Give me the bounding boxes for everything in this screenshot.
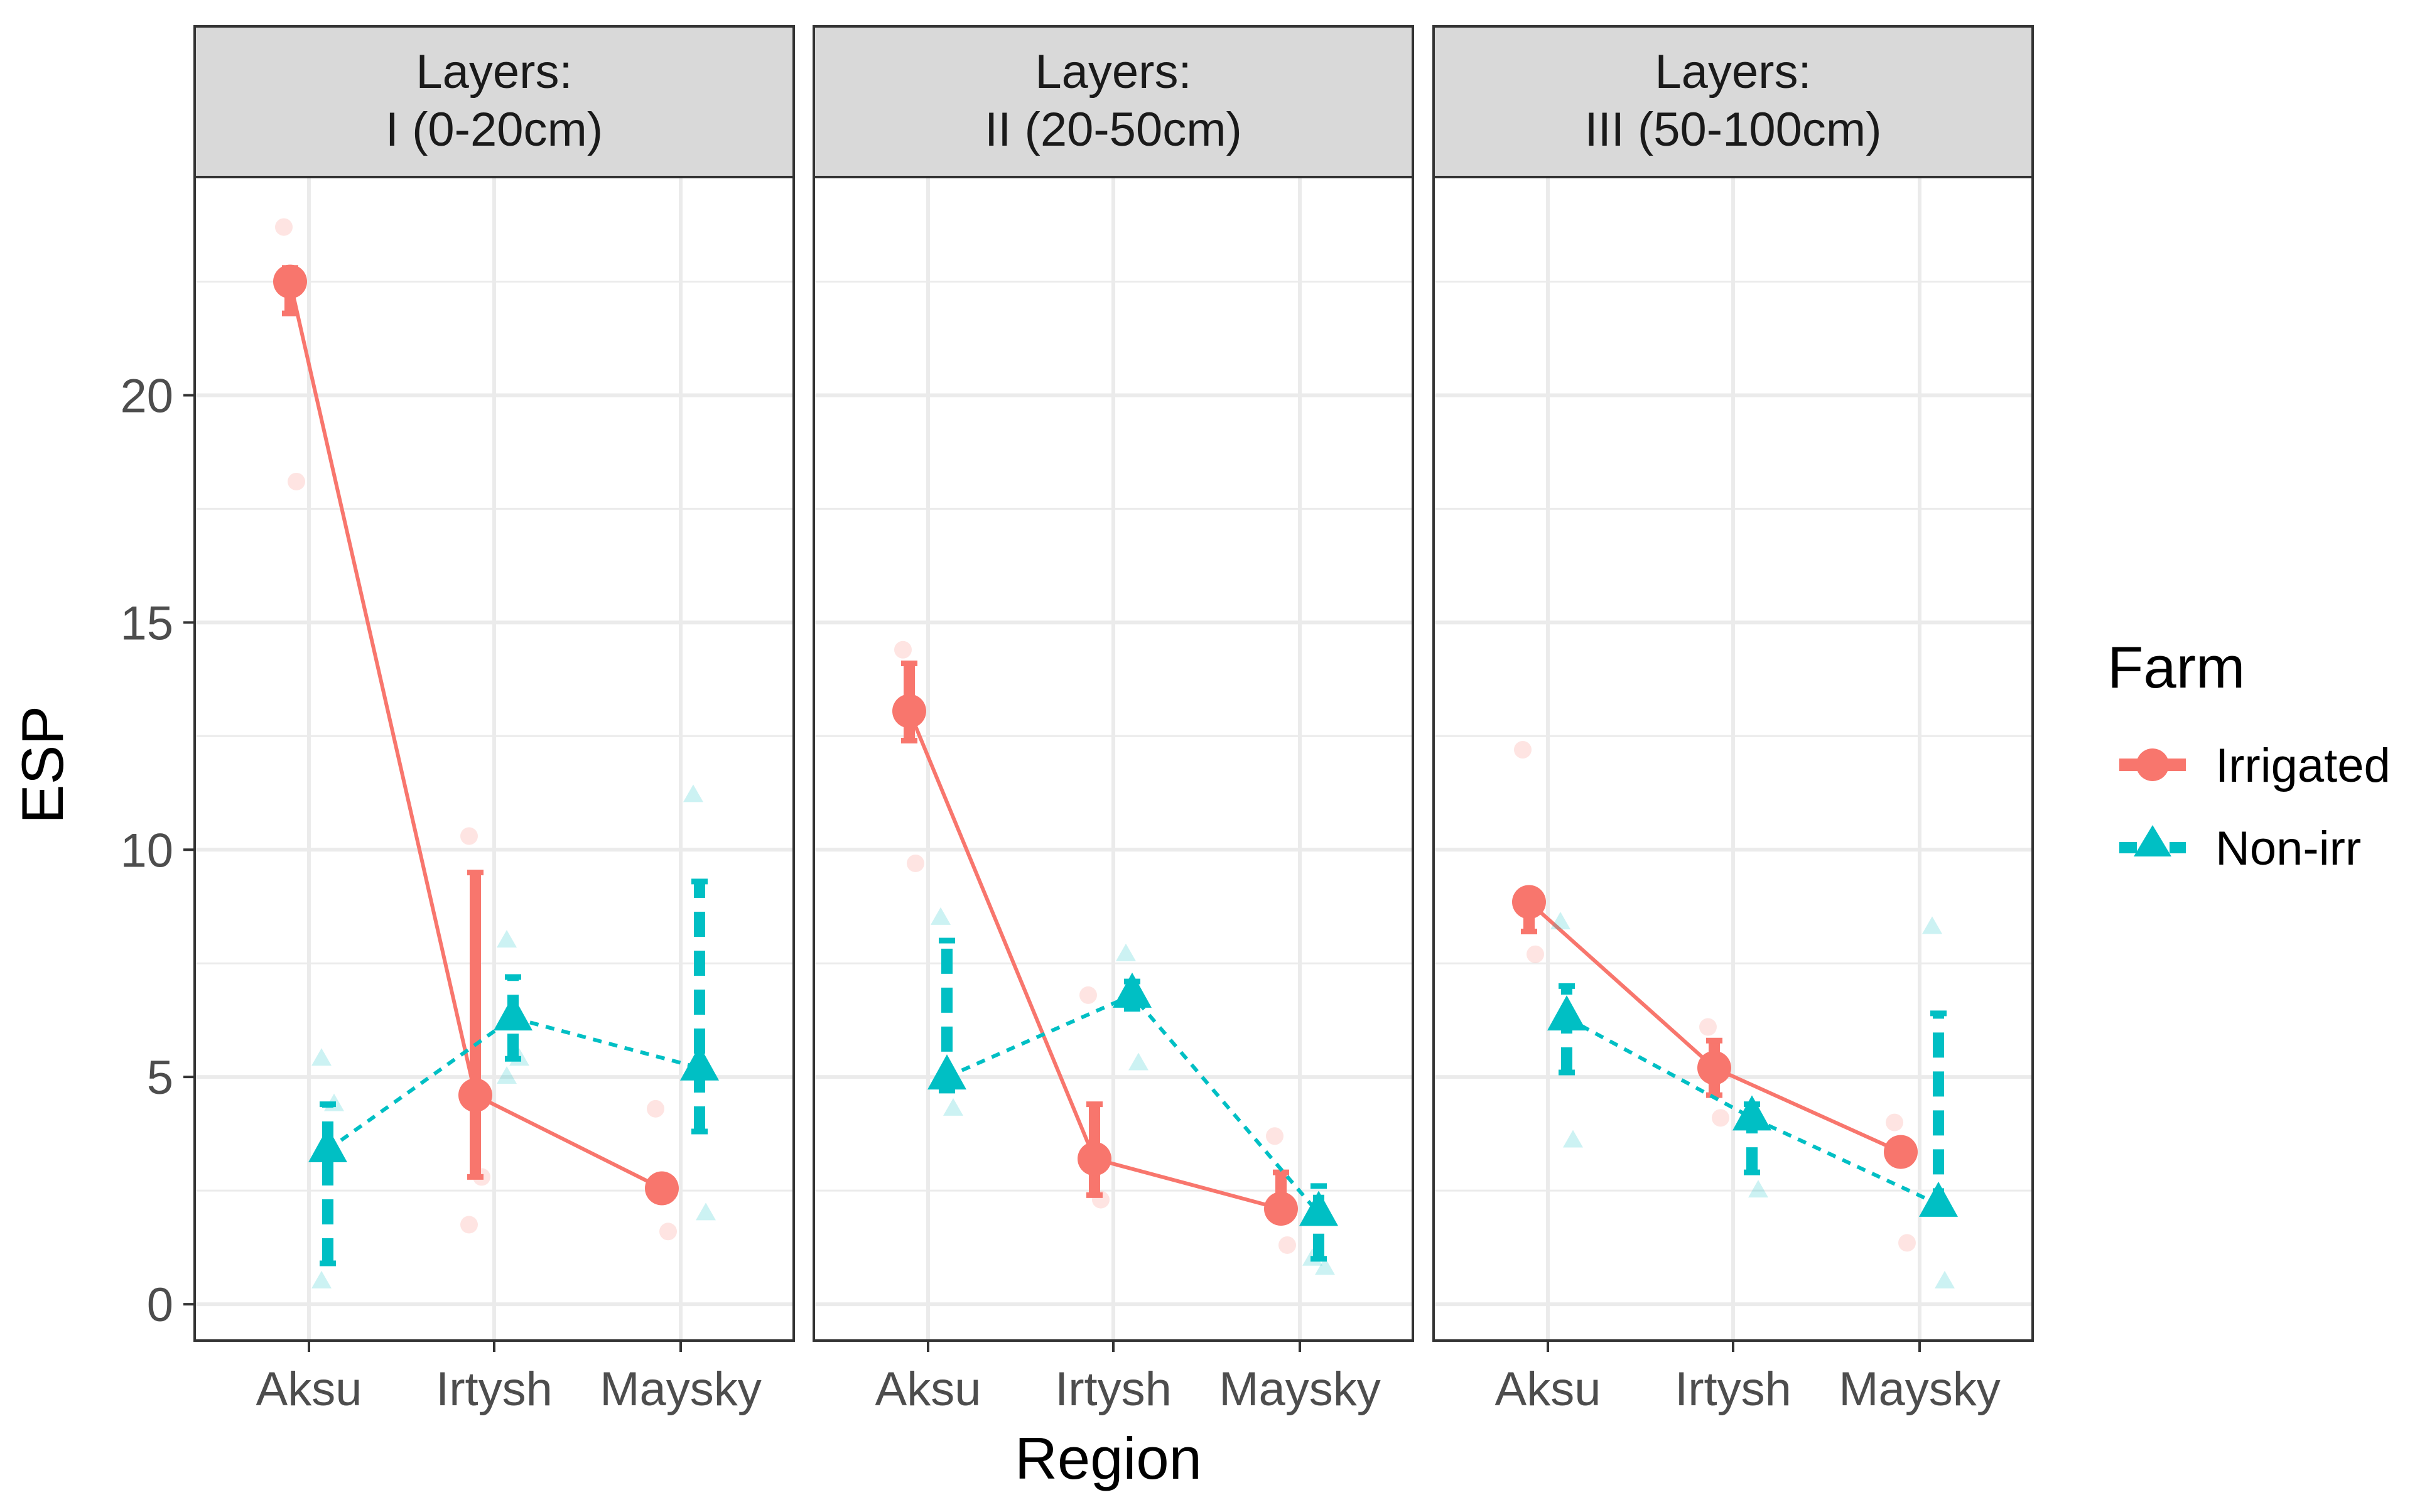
x-tick-label: Maysky [1219, 1363, 1381, 1416]
grid-lines [1434, 177, 2033, 1341]
raw-point-irrigated [1712, 1109, 1729, 1127]
facet-strip-label-line2: I (0-20cm) [386, 103, 603, 156]
mean-point-non-irr [680, 1045, 719, 1081]
mean-point-irrigated [892, 694, 926, 728]
grid-lines [195, 177, 794, 1341]
facet-panels: Layers:I (0-20cm)Aksu Irtysh MayskyLayers:… [193, 25, 2034, 1416]
mean-point-non-irr [494, 995, 532, 1031]
legend-label-irrigated: Irrigated [2215, 739, 2391, 792]
facet-panel-2: Layers:II (20-50cm) Aksu Irtysh Maysky [813, 25, 1414, 1416]
raw-point-non-irr [1315, 1257, 1335, 1275]
raw-point-irrigated [460, 827, 478, 845]
legend-label-non-irr: Non-irr [2215, 822, 2361, 875]
y-tick-label: 0 [147, 1278, 173, 1332]
legend-irrigated-circle-icon [2136, 748, 2169, 781]
raw-point-non-irr [943, 1098, 963, 1116]
mean-point-non-irr [1547, 995, 1586, 1031]
y-axis-title: ESP [9, 706, 75, 824]
panel-content [892, 640, 1338, 1275]
facet-strip-label-line2: II (20-50cm) [985, 103, 1242, 156]
raw-point-non-irr [1116, 943, 1136, 961]
raw-point-irrigated [907, 854, 924, 872]
x-tick-label: Aksu [1495, 1363, 1601, 1416]
raw-point-irrigated [894, 640, 912, 659]
x-axis-title: Region [1015, 1425, 1202, 1491]
mean-point-irrigated [645, 1171, 679, 1206]
mean-point-irrigated [1884, 1135, 1918, 1169]
y-tick-label: 10 [120, 824, 173, 877]
raw-point-irrigated [659, 1223, 677, 1241]
series-line-non-irr [1565, 1016, 1940, 1206]
legend: Farm Irrigated Non-irr [2107, 634, 2391, 875]
raw-point-non-irr [311, 1048, 332, 1066]
x-tick-label: Irtysh [1055, 1363, 1172, 1416]
raw-point-irrigated [1527, 945, 1544, 963]
mean-point-irrigated [273, 264, 307, 299]
facet-strip-1 [193, 25, 795, 178]
mean-point-irrigated [1697, 1050, 1731, 1085]
facet-panel-1: Layers:I (0-20cm) Aksu Irtysh Maysky [193, 25, 795, 1416]
panel-content [1512, 741, 1958, 1288]
mean-point-irrigated [458, 1078, 492, 1113]
x-tick-label: Maysky [600, 1363, 762, 1416]
raw-point-irrigated [1278, 1236, 1296, 1254]
raw-point-irrigated [1898, 1234, 1916, 1252]
x-tick-label: Irtysh [1675, 1363, 1792, 1416]
raw-point-non-irr [696, 1202, 716, 1221]
raw-point-non-irr [683, 784, 703, 802]
raw-point-irrigated [460, 1216, 478, 1234]
raw-point-irrigated [1699, 1018, 1717, 1036]
facet-strip-2 [813, 25, 1414, 178]
raw-point-irrigated [275, 218, 293, 236]
y-tick-label: 20 [120, 369, 173, 423]
mean-point-non-irr [1299, 1191, 1338, 1226]
raw-point-non-irr [1128, 1052, 1148, 1071]
raw-point-non-irr [1563, 1130, 1583, 1148]
legend-title: Farm [2107, 634, 2245, 700]
raw-point-non-irr [311, 1270, 332, 1288]
mean-point-irrigated [1264, 1192, 1298, 1226]
mean-point-non-irr [308, 1126, 347, 1162]
mean-point-irrigated [1512, 885, 1546, 919]
mean-point-non-irr [1919, 1181, 1958, 1217]
facet-strip-3 [1432, 25, 2034, 178]
raw-point-irrigated [1266, 1127, 1284, 1145]
raw-point-non-irr [497, 1066, 517, 1084]
y-tick-label: 15 [120, 597, 173, 650]
raw-point-non-irr [931, 907, 951, 925]
x-tick-label: Aksu [875, 1363, 981, 1416]
mean-point-non-irr [927, 1054, 966, 1090]
raw-point-irrigated [1514, 741, 1532, 759]
raw-point-irrigated [1886, 1113, 1903, 1131]
mean-point-irrigated [1078, 1142, 1111, 1176]
x-tick-label: Aksu [256, 1363, 362, 1416]
legend-item-non-irr: Non-irr [2119, 822, 2361, 875]
x-tick-label: Irtysh [436, 1363, 553, 1416]
raw-point-non-irr [1935, 1270, 1955, 1288]
legend-non-irr-triangle-icon [2134, 825, 2171, 856]
y-axis: 0 5 10 15 20 [120, 369, 195, 1332]
y-tick-label: 5 [147, 1051, 173, 1104]
facet-panel-3: Layers:III (50-100cm) Aksu Irtysh Maysky [1432, 25, 2034, 1416]
raw-point-irrigated [1079, 986, 1097, 1004]
facet-strip-label-line1: Layers: [1035, 45, 1191, 99]
facet-strip-label-line1: Layers: [1655, 45, 1811, 99]
legend-item-irrigated: Irrigated [2119, 739, 2391, 792]
mean-point-non-irr [1732, 1095, 1771, 1131]
facet-strip-label-line1: Layers: [416, 45, 572, 99]
panel-content [273, 218, 719, 1288]
raw-point-non-irr [497, 930, 517, 948]
mean-point-non-irr [1113, 972, 1152, 1008]
raw-point-irrigated [647, 1099, 664, 1118]
raw-point-non-irr [1922, 916, 1942, 934]
facet-strip-label-line2: III (50-100cm) [1584, 103, 1881, 156]
raw-point-non-irr [1550, 912, 1570, 930]
x-tick-label: Maysky [1839, 1363, 2001, 1416]
raw-point-irrigated [288, 472, 305, 490]
raw-point-non-irr [1748, 1180, 1768, 1198]
